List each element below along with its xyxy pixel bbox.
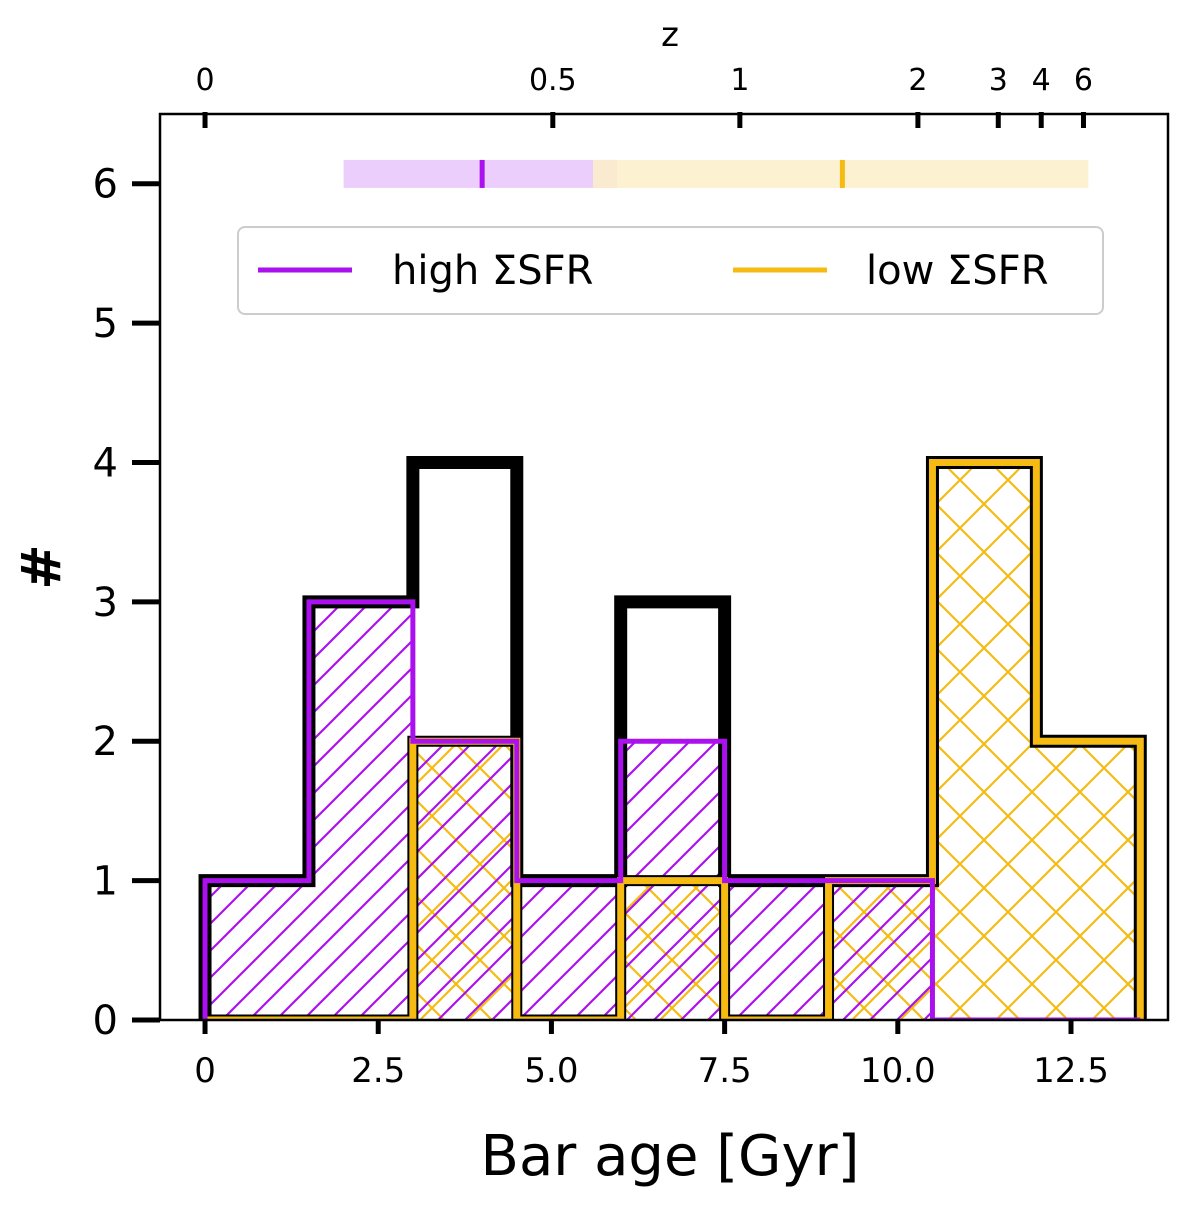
histogram-low-sfr-outline bbox=[205, 458, 1144, 1020]
legend: high ΣSFR low ΣSFR bbox=[237, 226, 1104, 315]
top-tick-label: 6 bbox=[1074, 63, 1093, 98]
y-tick-label: 4 bbox=[93, 440, 118, 486]
x-tick-label: 2.5 bbox=[351, 1051, 405, 1091]
bar-high-sigma-sfr-bin-0 bbox=[205, 880, 309, 1020]
bar-low-sigma-sfr-bin-7 bbox=[932, 462, 1037, 1020]
bar-high-sigma-sfr-bin-1 bbox=[308, 601, 413, 1020]
x-tick-label: 5.0 bbox=[524, 1051, 578, 1091]
histogram-fills bbox=[205, 462, 1141, 1020]
histogram-outlines bbox=[198, 455, 1147, 1020]
plot-area bbox=[198, 159, 1147, 1020]
top-tick-label: 3 bbox=[989, 63, 1008, 98]
y-tick-label: 2 bbox=[93, 719, 118, 765]
y-tick-label: 1 bbox=[93, 859, 118, 905]
top-tick-label: 0.5 bbox=[529, 63, 577, 98]
top-tick-label: 1 bbox=[730, 63, 749, 98]
histogram-high-sfr-outline bbox=[202, 599, 1141, 1020]
top-tick-label: 4 bbox=[1032, 63, 1051, 98]
y-axis-left: 0 1 2 3 4 5 6 bbox=[93, 162, 160, 1044]
x-tick-label: 12.5 bbox=[1033, 1051, 1109, 1091]
axes-frame bbox=[158, 112, 1170, 1022]
x-axis-bottom: 0 2.5 5.0 7.5 10.0 12.5 bbox=[194, 1020, 1109, 1091]
top-axis-title: z bbox=[661, 15, 679, 55]
bar-low-sigma-sfr-bin-8 bbox=[1036, 741, 1141, 1020]
bar-high-sigma-sfr-bin-6 bbox=[828, 880, 933, 1020]
x-tick-label: 0 bbox=[194, 1051, 216, 1091]
x-tick-label: 10.0 bbox=[860, 1051, 936, 1091]
x-axis-top-redshift: 0 0.5 1 2 3 4 6 bbox=[195, 63, 1093, 128]
bar-high-sigma-sfr-bin-5 bbox=[724, 880, 829, 1020]
legend-box bbox=[237, 226, 1104, 315]
y-tick-label: 5 bbox=[93, 301, 118, 347]
age-range-bars bbox=[343, 159, 1089, 188]
x-axis-title: Bar age [Gyr] bbox=[481, 1124, 860, 1189]
y-tick-label: 3 bbox=[93, 580, 118, 626]
top-tick-label: 0 bbox=[195, 63, 214, 98]
legend-high-sfr-label: high ΣSFR bbox=[392, 248, 593, 294]
x-tick-label: 7.5 bbox=[698, 1051, 752, 1091]
y-axis-title: # bbox=[10, 544, 73, 589]
y-tick-label: 6 bbox=[93, 162, 118, 208]
y-tick-label: 0 bbox=[93, 998, 118, 1044]
bar-high-sigma-sfr-bin-2 bbox=[412, 741, 517, 1020]
top-tick-label: 2 bbox=[908, 63, 927, 98]
bar-high-sigma-sfr-bin-3 bbox=[516, 880, 621, 1020]
legend-low-sfr-label: low ΣSFR bbox=[866, 248, 1048, 294]
